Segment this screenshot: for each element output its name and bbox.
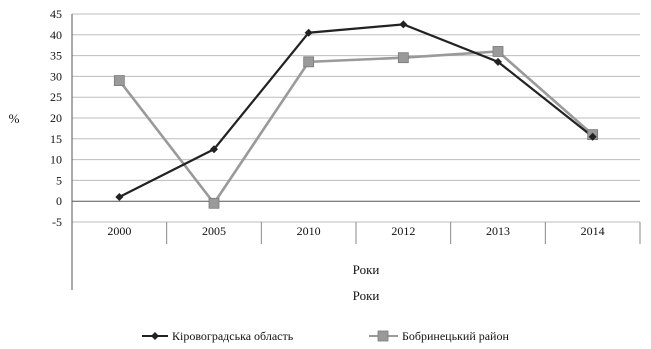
y-axis-label: %: [9, 111, 20, 126]
y-tick-label: 40: [50, 28, 62, 42]
x-axis: 2000 2005 2010 2012 2013 2014: [107, 222, 641, 244]
series-line: [118, 50, 594, 206]
data-point: [304, 28, 313, 37]
y-tick-labels: -5 0 5 10 15 20 25 30 35 40 45: [50, 7, 62, 229]
data-point: [588, 132, 597, 141]
series-line: [118, 23, 594, 199]
x-tick-label: 2000: [107, 224, 131, 238]
series-lines: [118, 23, 594, 206]
x-tick-label: 2012: [391, 224, 415, 238]
y-tick-label: 30: [50, 69, 62, 83]
data-point: [303, 56, 315, 68]
x-axis-label: Роки: [353, 262, 380, 277]
y-tick-label: -5: [52, 215, 62, 229]
legend-label-kirovohrad: Кіровоградська область: [172, 329, 294, 343]
legend-marker-bobrynets: [377, 330, 389, 342]
y-tick-label: 10: [50, 153, 62, 167]
x-tick-label: 2005: [202, 224, 226, 238]
legend-label-bobrynets: Бобринецький район: [402, 329, 509, 343]
data-point: [494, 57, 502, 66]
data-point: [399, 20, 408, 29]
y-tick-label: 15: [50, 132, 62, 146]
x-tick-label: 2014: [581, 224, 605, 238]
data-point: [208, 197, 220, 209]
data-point: [210, 145, 218, 154]
x-axis-label-repeat: Роки: [353, 288, 380, 303]
legend: Кіровоградська область Бобринецький райо…: [142, 329, 509, 343]
y-tick-label: 5: [56, 173, 62, 187]
legend-marker-kirovohrad: [151, 332, 159, 340]
data-point: [492, 46, 504, 57]
series-markers: [113, 20, 599, 209]
y-tick-label: 25: [50, 90, 62, 104]
y-tick-label: 45: [50, 7, 62, 21]
x-tick-label: 2010: [297, 224, 321, 238]
y-tick-label: 35: [50, 49, 62, 63]
y-tick-label: 20: [50, 111, 62, 125]
y-tick-label: 0: [56, 194, 62, 208]
data-point: [115, 193, 124, 202]
grid-lines: [71, 13, 640, 290]
data-point: [397, 52, 409, 64]
x-tick-label: 2013: [486, 224, 510, 238]
data-point: [113, 75, 125, 86]
